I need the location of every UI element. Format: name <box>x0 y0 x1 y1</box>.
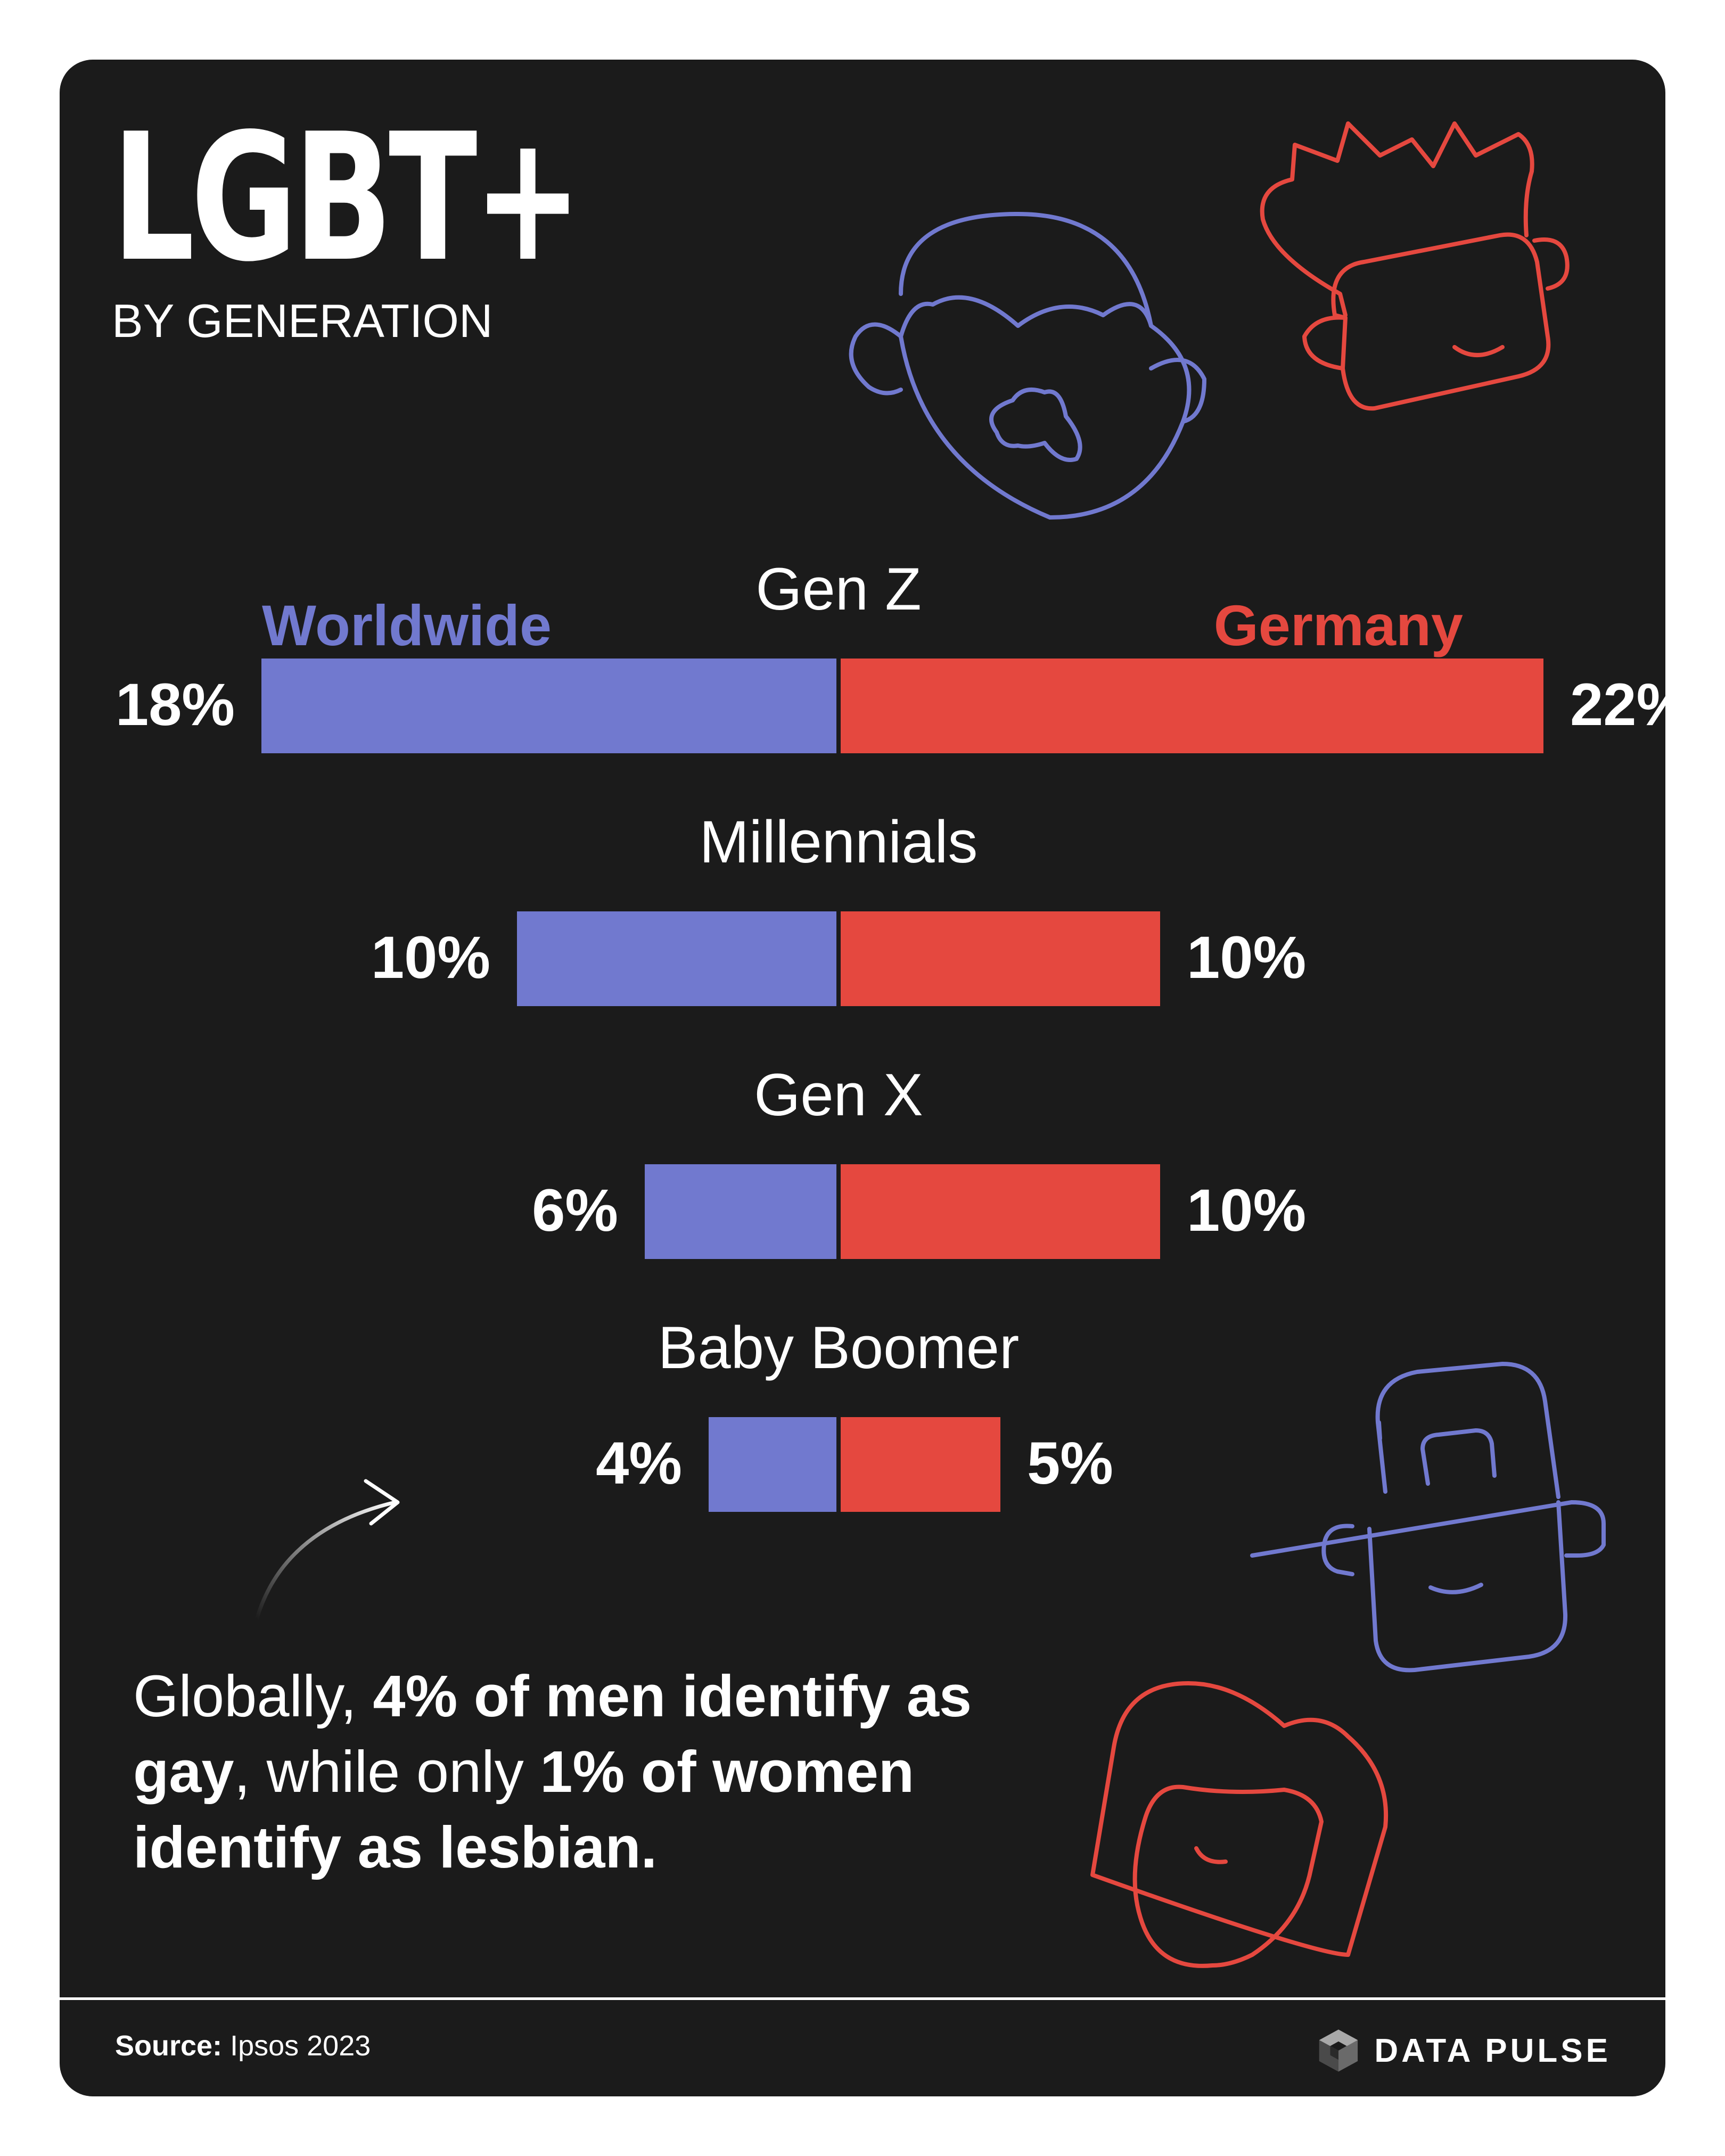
source-note: Source: Ipsos 2023 <box>115 2029 371 2062</box>
bar-germany <box>841 1164 1160 1259</box>
footnote-part1: Globally, <box>133 1664 373 1729</box>
footnote: Globally, 4% of men identify as gay, whi… <box>133 1659 985 1886</box>
infographic-card: LGBT+ BY GENERATION Worldwide Germany Ge… <box>60 60 1665 2096</box>
legend-germany: Germany <box>1213 593 1463 657</box>
source-label: Source: <box>115 2030 223 2062</box>
generation-label: Millennials <box>699 809 978 875</box>
bar-worldwide <box>709 1417 836 1512</box>
value-label-germany: 10% <box>1187 924 1307 991</box>
bar-germany <box>841 911 1160 1006</box>
brand-name: DATA PULSE <box>1374 2032 1611 2069</box>
face-purple-cap-icon <box>1250 1362 1606 1673</box>
bar-worldwide <box>517 911 836 1006</box>
value-label-germany: 5% <box>1027 1430 1113 1496</box>
generation-label: Gen Z <box>755 556 922 622</box>
source-value: Ipsos 2023 <box>230 2030 371 2062</box>
generation-label: Gen X <box>754 1061 923 1128</box>
legend-worldwide: Worldwide <box>262 593 552 657</box>
bar-worldwide <box>645 1164 836 1259</box>
value-label-germany: 10% <box>1187 1177 1307 1244</box>
value-label-worldwide: 4% <box>596 1430 682 1496</box>
footnote-part2: 4% of men identify as gay <box>133 1664 972 1805</box>
bar-germany <box>841 659 1543 753</box>
arrow-icon <box>254 1479 400 1622</box>
page-title: LGBT+ <box>112 96 582 300</box>
generation-label: Baby Boomer <box>658 1314 1020 1381</box>
footnote-part3: , while only <box>234 1739 540 1805</box>
value-label-worldwide: 6% <box>532 1177 618 1244</box>
footnote-part4: 1% of women identify as lesbian. <box>133 1739 915 1880</box>
hexagon-cube-icon <box>1319 2029 1358 2072</box>
value-label-germany: 22% <box>1570 671 1665 738</box>
bar-germany <box>841 1417 1000 1512</box>
face-purple-icon <box>849 212 1206 520</box>
footer-divider <box>60 1997 1665 2000</box>
value-label-worldwide: 10% <box>371 924 490 991</box>
value-label-worldwide: 18% <box>115 671 235 738</box>
face-red-bob-icon <box>1090 1681 1389 1968</box>
page-subtitle: BY GENERATION <box>112 294 493 347</box>
face-red-spiky-icon <box>1260 121 1570 411</box>
bar-worldwide <box>261 659 836 753</box>
brand-logo: DATA PULSE <box>1316 2024 1611 2077</box>
